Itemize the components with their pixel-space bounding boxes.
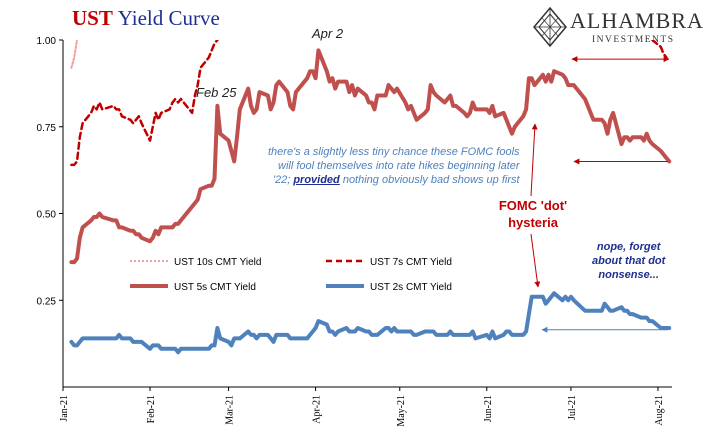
legend-label: UST 5s CMT Yield: [174, 282, 256, 293]
chart-title: UST Yield Curve: [72, 6, 220, 31]
annotation-rate-hike: there's a slightly less tiny chance thes…: [268, 145, 520, 187]
annotation-fomc: FOMC 'dot' hysteria: [492, 197, 574, 231]
x-tick-label: Apr-21: [312, 395, 323, 424]
rate-hike-line3: '22; provided nothing obviously bad show…: [272, 174, 520, 186]
legend-label: UST 2s CMT Yield: [370, 282, 452, 293]
x-tick-label: Jun-21: [483, 395, 494, 422]
y-tick-label: 0.50: [37, 210, 57, 221]
nope-line2: about that dot: [592, 255, 666, 267]
chart-axes: 1.00 0.75 0.50 0.25 Jan-21 Feb-21 Mar-21 Apr-21…: [37, 36, 672, 427]
series-line-1: [70, 40, 219, 167]
chart-legend: UST 10s CMT Yield UST 7s CMT Yield UST 5s …: [130, 257, 452, 293]
logo-name: ALHAMBRA: [570, 8, 704, 33]
nope-line1: nope, forget: [596, 241, 661, 253]
annotation-apr2: Apr 2: [312, 26, 344, 41]
rate-hike-emphasis: provided: [293, 174, 340, 186]
y-tick-label: 0.25: [37, 296, 57, 307]
series-line-2: [651, 40, 668, 59]
arrow-fomc-5s: [530, 123, 538, 197]
x-tick-label: Aug-21: [654, 395, 665, 426]
x-tick-label: Mar-21: [225, 395, 236, 425]
x-tick-label: Jan-21: [59, 395, 70, 422]
title-ust: UST: [72, 6, 113, 30]
series-line-3: [69, 48, 672, 265]
nope-line3: nonsense...: [598, 269, 659, 281]
rate-hike-line2: will fool themselves into rate hikes beg…: [278, 160, 520, 172]
logo-subtitle: INVESTMENTS: [592, 35, 675, 45]
legend-label: UST 10s CMT Yield: [174, 257, 261, 268]
annotation-feb25: Feb 25: [196, 85, 237, 100]
y-tick-label: 0.75: [37, 123, 57, 134]
series-line-4: [69, 291, 672, 355]
x-tick-label: Feb-21: [146, 395, 157, 423]
annotation-arrows: [530, 56, 670, 333]
alhambra-logo: ALHAMBRA INVESTMENTS: [532, 4, 703, 50]
annotation-nope: nope, forget about that dot nonsense...: [592, 240, 665, 282]
x-tick-label: Jul-21: [567, 395, 578, 420]
y-tick-label: 1.00: [37, 36, 57, 47]
title-yield-curve: Yield Curve: [117, 6, 220, 30]
series-line-0: [70, 40, 78, 69]
x-tick-label: May-21: [396, 395, 407, 427]
legend-label: UST 7s CMT Yield: [370, 257, 452, 268]
fomc-line1: FOMC 'dot': [498, 198, 568, 213]
fomc-line2: hysteria: [508, 215, 558, 230]
rate-hike-line1: there's a slightly less tiny chance thes…: [268, 146, 520, 158]
series-layer: [69, 40, 672, 355]
arrow-fomc-2s: [530, 233, 541, 288]
diamond-logo-icon: [533, 6, 567, 48]
